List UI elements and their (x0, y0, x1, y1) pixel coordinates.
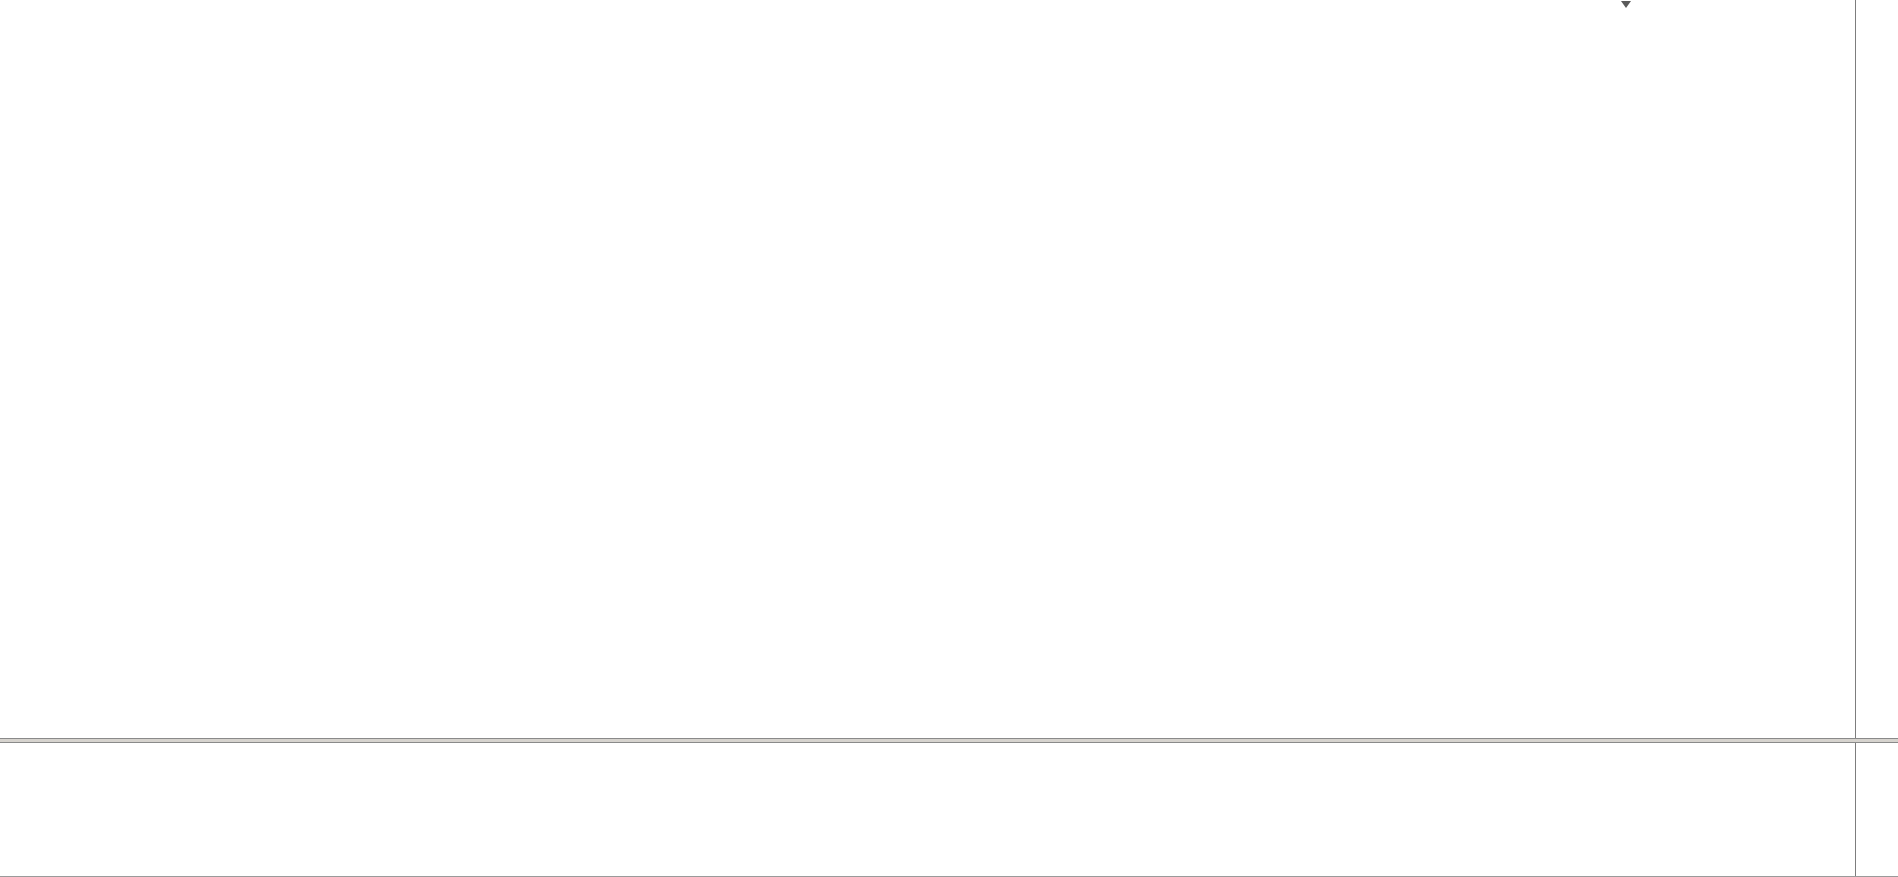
chart-shift-marker-icon[interactable] (1621, 1, 1631, 8)
pane-splitter[interactable] (0, 738, 1898, 743)
price-chart-canvas[interactable] (0, 0, 1855, 742)
macd-canvas[interactable] (0, 743, 1855, 877)
price-axis[interactable] (1855, 0, 1898, 876)
